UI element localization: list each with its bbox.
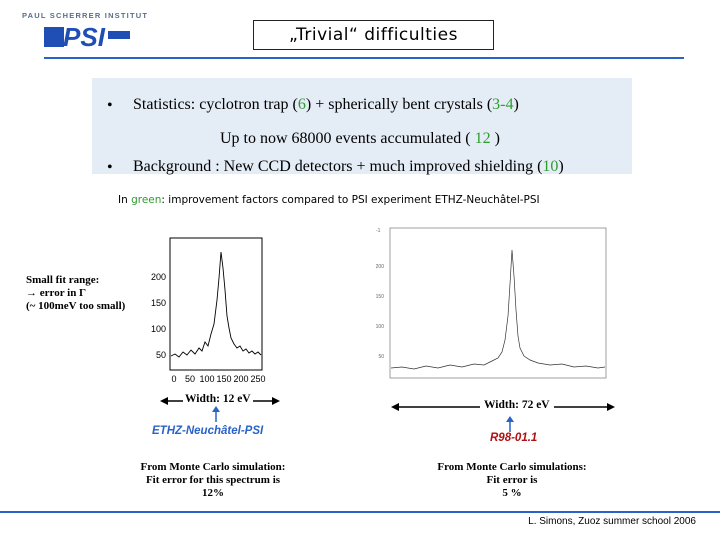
- institute-name: PAUL SCHERRER INSTITUT: [22, 11, 149, 20]
- y-tick-label: 50: [156, 350, 166, 360]
- right-spectrum-svg: -1 200 150 100 50: [376, 227, 607, 379]
- right-width-label: Width: 72 eV: [480, 399, 554, 411]
- y-tick-label: 100: [376, 324, 385, 330]
- x-tick-label: 200: [233, 374, 248, 384]
- y-tick-label: 150: [376, 294, 385, 300]
- bullet-background: Background : New CCD detectors + much im…: [133, 158, 564, 175]
- y-tick-label: 50: [378, 354, 384, 360]
- x-tick-label: 100: [199, 374, 214, 384]
- bullet-marker: •: [107, 97, 113, 114]
- right-experiment-label: R98-01.1: [490, 432, 538, 444]
- right-spectrum-plot: -1 200 150 100 50: [362, 220, 612, 388]
- left-spectrum-plot: 200 150 100 50 0 50 100 150 200 250: [140, 230, 270, 390]
- left-experiment-label: ETHZ-Neuchâtel-PSI: [152, 425, 264, 437]
- right-mc-text: From Monte Carlo simulations: Fit error …: [437, 461, 587, 499]
- fit-range-annotation: Small fit range: → error in Γ (~ 100meV …: [26, 274, 126, 313]
- footer-rule: [0, 511, 720, 513]
- footer-credit: L. Simons, Zuoz summer school 2006: [528, 516, 696, 527]
- y-tick-label: 150: [151, 298, 166, 308]
- y-tick-label: 200: [376, 264, 385, 270]
- page-title: „Trivial“ difficulties: [253, 20, 494, 50]
- y-tick-label: 100: [151, 324, 166, 334]
- x-tick-label: 250: [250, 374, 265, 384]
- left-spectrum-line: [170, 251, 262, 358]
- y-tick-label: 200: [151, 272, 166, 282]
- left-width-label: Width: 12 eV: [183, 393, 253, 405]
- left-mc-text: From Monte Carlo simulation: Fit error f…: [140, 461, 286, 499]
- arrow-up-icon: [506, 416, 514, 432]
- bullet-panel: [92, 78, 632, 174]
- bullet-marker: •: [107, 159, 113, 176]
- x-tick-label: 150: [216, 374, 231, 384]
- events-accumulated: Up to now 68000 events accumulated ( 12 …: [220, 130, 500, 147]
- arrow-up-icon: [212, 406, 220, 422]
- logo-text: PSI: [63, 25, 106, 49]
- x-tick-label: 0: [171, 374, 176, 384]
- header-rule: [44, 57, 684, 59]
- right-spectrum-line: [390, 249, 606, 370]
- left-spectrum-svg: 200 150 100 50 0 50 100 150 200 250: [151, 237, 266, 384]
- plot-header-text: -1: [376, 228, 381, 234]
- psi-logo: PSI: [20, 22, 130, 54]
- bullet-statistics: Statistics: cyclotron trap (6) + spheric…: [133, 96, 519, 113]
- x-tick-label: 50: [185, 374, 195, 384]
- improvement-note: In green: improvement factors compared t…: [118, 194, 540, 206]
